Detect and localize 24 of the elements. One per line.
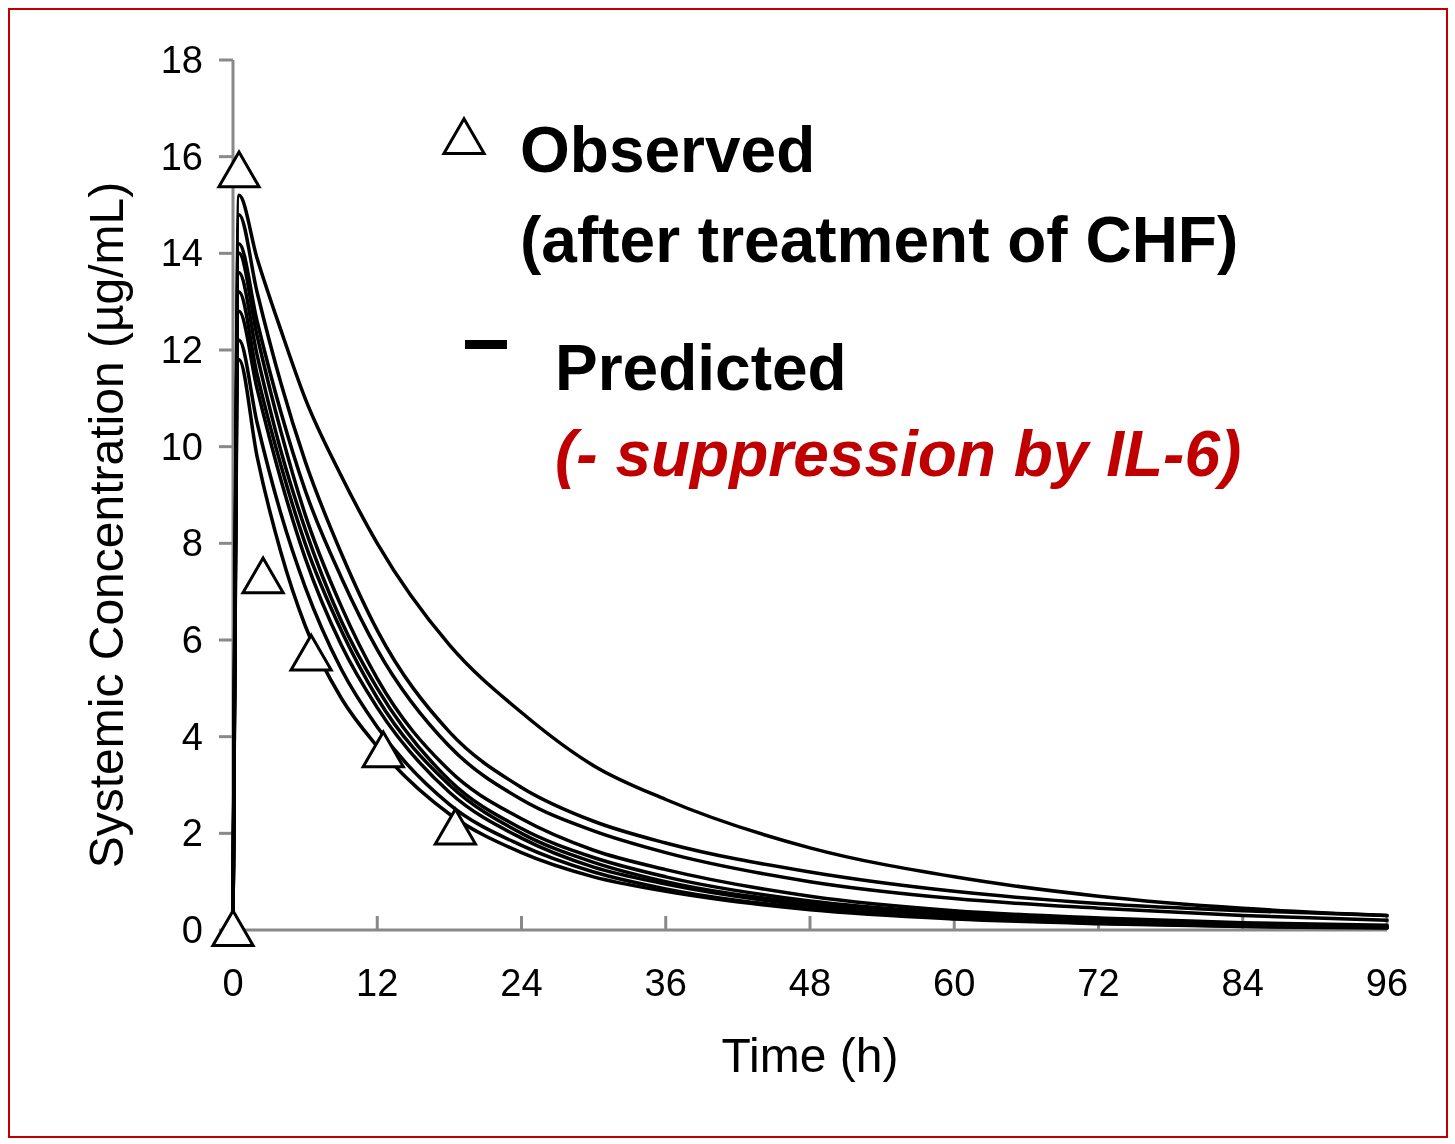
y-tick-label: 16	[160, 135, 203, 178]
x-axis-title: Time (h)	[721, 1029, 899, 1082]
y-tick-label: 0	[181, 909, 203, 951]
y-axis-title: Systemic Concentration (µg/mL)	[80, 181, 133, 869]
y-tick-label: 4	[181, 715, 203, 758]
x-tick-label: 84	[1221, 962, 1264, 1004]
x-tick-label: 96	[1365, 962, 1409, 1004]
x-tick-label: 24	[500, 962, 543, 1004]
annotation: (- suppression by IL-6)	[555, 418, 1242, 490]
x-tick-label: 48	[788, 962, 832, 1004]
legend-label: Observed (after treatment of CHF)	[520, 114, 1239, 276]
y-tick-label: 8	[181, 522, 203, 565]
y-tick-label: 2	[181, 812, 203, 855]
y-tick-label: 6	[181, 619, 203, 661]
x-tick-label: 72	[1077, 962, 1120, 1004]
x-tick-label: 12	[356, 962, 399, 1004]
y-tick-label: 10	[160, 425, 203, 468]
x-tick-label: 0	[222, 962, 244, 1004]
y-tick-label: 18	[160, 39, 203, 81]
y-tick-label: 14	[160, 232, 203, 275]
x-tick-label: 60	[933, 962, 976, 1004]
legend-label: Predicted	[555, 332, 847, 404]
x-tick-label: 36	[644, 962, 687, 1004]
y-tick-label: 12	[160, 329, 203, 371]
